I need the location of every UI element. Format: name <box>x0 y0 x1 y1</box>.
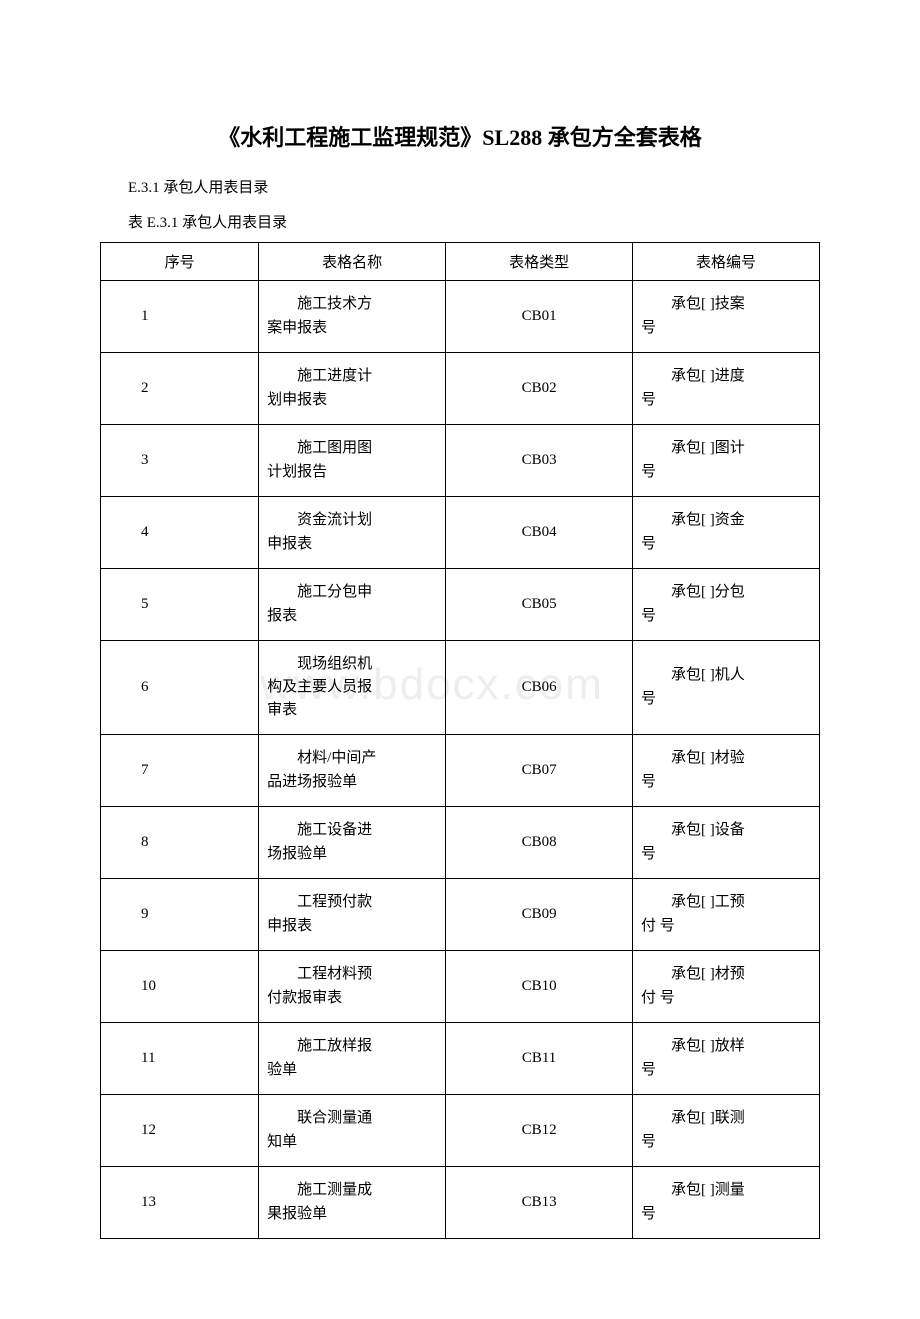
table-row: 12联合测量通知单CB12承包[ ]联测号 <box>101 1095 820 1167</box>
cell-form-type: CB09 <box>446 879 633 951</box>
table-body: 1施工技术方案申报表CB01承包[ ]技案号2施工进度计划申报表CB02承包[ … <box>101 281 820 1239</box>
cell-form-code: 承包[ ]材验号 <box>633 735 820 807</box>
cell-seq: 7 <box>101 735 259 807</box>
table-row: 6现场组织机构及主要人员报审表CB06承包[ ]机人号 <box>101 641 820 735</box>
cell-form-name: 联合测量通知单 <box>259 1095 446 1167</box>
cell-form-name: 施工测量成果报验单 <box>259 1167 446 1239</box>
cell-form-name: 资金流计划申报表 <box>259 497 446 569</box>
cell-form-code: 承包[ ]材预付 号 <box>633 951 820 1023</box>
cell-form-name: 材料/中间产品进场报验单 <box>259 735 446 807</box>
cell-form-code: 承包[ ]测量号 <box>633 1167 820 1239</box>
cell-form-code: 承包[ ]图计号 <box>633 425 820 497</box>
header-code: 表格编号 <box>633 243 820 281</box>
cell-form-name: 施工放样报验单 <box>259 1023 446 1095</box>
cell-form-name: 工程预付款申报表 <box>259 879 446 951</box>
table-row: 2施工进度计划申报表CB02承包[ ]进度号 <box>101 353 820 425</box>
cell-seq: 11 <box>101 1023 259 1095</box>
cell-form-type: CB06 <box>446 641 633 735</box>
cell-form-code: 承包[ ]分包号 <box>633 569 820 641</box>
cell-form-type: CB07 <box>446 735 633 807</box>
table-row: 4资金流计划申报表CB04承包[ ]资金号 <box>101 497 820 569</box>
table-row: 1施工技术方案申报表CB01承包[ ]技案号 <box>101 281 820 353</box>
cell-form-name: 现场组织机构及主要人员报审表 <box>259 641 446 735</box>
cell-form-type: CB05 <box>446 569 633 641</box>
cell-form-name: 施工进度计划申报表 <box>259 353 446 425</box>
cell-form-type: CB02 <box>446 353 633 425</box>
table-row: 7材料/中间产品进场报验单CB07承包[ ]材验号 <box>101 735 820 807</box>
cell-seq: 2 <box>101 353 259 425</box>
table-row: 9工程预付款申报表CB09承包[ ]工预付 号 <box>101 879 820 951</box>
cell-form-type: CB01 <box>446 281 633 353</box>
table-row: 11施工放样报验单CB11承包[ ]放样号 <box>101 1023 820 1095</box>
table-row: 10工程材料预付款报审表CB10承包[ ]材预付 号 <box>101 951 820 1023</box>
cell-form-type: CB10 <box>446 951 633 1023</box>
cell-form-code: 承包[ ]机人号 <box>633 641 820 735</box>
cell-form-code: 承包[ ]进度号 <box>633 353 820 425</box>
table-header-row: 序号 表格名称 表格类型 表格编号 <box>101 243 820 281</box>
cell-form-name: 工程材料预付款报审表 <box>259 951 446 1023</box>
cell-form-code: 承包[ ]设备号 <box>633 807 820 879</box>
cell-seq: 6 <box>101 641 259 735</box>
header-name: 表格名称 <box>259 243 446 281</box>
cell-form-type: CB11 <box>446 1023 633 1095</box>
cell-seq: 12 <box>101 1095 259 1167</box>
table-row: 5施工分包申报表CB05承包[ ]分包号 <box>101 569 820 641</box>
cell-seq: 3 <box>101 425 259 497</box>
cell-form-type: CB04 <box>446 497 633 569</box>
cell-form-name: 施工设备进场报验单 <box>259 807 446 879</box>
cell-form-code: 承包[ ]放样号 <box>633 1023 820 1095</box>
table-caption: 表 E.3.1 承包人用表目录 <box>128 211 820 232</box>
cell-form-type: CB03 <box>446 425 633 497</box>
cell-form-type: CB12 <box>446 1095 633 1167</box>
cell-seq: 1 <box>101 281 259 353</box>
cell-form-name: 施工技术方案申报表 <box>259 281 446 353</box>
cell-seq: 4 <box>101 497 259 569</box>
table-row: 3施工图用图计划报告CB03承包[ ]图计号 <box>101 425 820 497</box>
cell-seq: 13 <box>101 1167 259 1239</box>
section-number: E.3.1 承包人用表目录 <box>128 176 820 197</box>
forms-index-table: 序号 表格名称 表格类型 表格编号 1施工技术方案申报表CB01承包[ ]技案号… <box>100 242 820 1239</box>
cell-form-name: 施工图用图计划报告 <box>259 425 446 497</box>
cell-seq: 10 <box>101 951 259 1023</box>
cell-form-type: CB08 <box>446 807 633 879</box>
cell-seq: 9 <box>101 879 259 951</box>
cell-form-type: CB13 <box>446 1167 633 1239</box>
cell-form-name: 施工分包申报表 <box>259 569 446 641</box>
table-row: 13施工测量成果报验单CB13承包[ ]测量号 <box>101 1167 820 1239</box>
cell-form-code: 承包[ ]资金号 <box>633 497 820 569</box>
table-row: 8施工设备进场报验单CB08承包[ ]设备号 <box>101 807 820 879</box>
cell-seq: 5 <box>101 569 259 641</box>
cell-form-code: 承包[ ]工预付 号 <box>633 879 820 951</box>
header-type: 表格类型 <box>446 243 633 281</box>
header-seq: 序号 <box>101 243 259 281</box>
page-title: 《水利工程施工监理规范》SL288 承包方全套表格 <box>100 120 820 152</box>
cell-form-code: 承包[ ]联测号 <box>633 1095 820 1167</box>
cell-seq: 8 <box>101 807 259 879</box>
cell-form-code: 承包[ ]技案号 <box>633 281 820 353</box>
